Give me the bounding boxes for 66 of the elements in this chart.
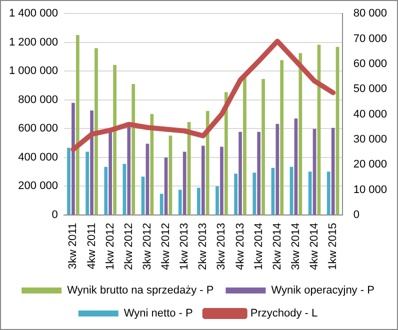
bar (182, 152, 186, 215)
y-tick-label: 200 000 (18, 180, 58, 192)
x-tick-label: 4kw 2011 (86, 222, 98, 270)
x-tick-label: 1kw 2012 (104, 222, 116, 270)
bar (326, 172, 330, 215)
bar (127, 126, 131, 215)
x-tick-label: 2kw 2014 (271, 222, 284, 270)
bar (280, 60, 284, 215)
x-tick-label: 3kw 2014 (290, 222, 302, 270)
bar (216, 186, 219, 215)
x-tick-label: 4kw 2013 (234, 222, 246, 270)
x-tick-label: 1kw 2014 (252, 222, 265, 270)
x-tick-label: 3kw 2011 (67, 222, 80, 270)
y2-tick-label: 40 000 (353, 108, 388, 120)
bar (178, 190, 182, 215)
x-tick-label: 2kw 2013 (197, 222, 210, 270)
bar (276, 124, 280, 215)
bar (257, 132, 260, 215)
bar (113, 64, 116, 215)
bar (238, 132, 242, 215)
bar (243, 76, 246, 215)
y-tick-label: 1 200 000 (9, 36, 58, 48)
y2-tick-label: 30 000 (353, 133, 388, 146)
y2-tick-label: 50 000 (353, 83, 388, 96)
legend-label: Wyni netto - P (124, 308, 193, 320)
bar (224, 92, 228, 215)
y-tick-label: 800 000 (18, 94, 58, 106)
legend-label: Wynik operacyjny - P (271, 284, 374, 297)
bar (67, 148, 70, 215)
bar (90, 110, 94, 215)
bar (168, 136, 172, 215)
bar (132, 84, 136, 215)
y-tick-label: 400 000 (18, 151, 58, 164)
legend-label: Przychody - L (250, 308, 318, 320)
legend-label: Wynik brutto na sprzedaży - P (67, 284, 214, 297)
bar (220, 146, 224, 215)
x-tick-label: 3kw 2012 (141, 222, 154, 270)
bar (104, 166, 108, 215)
bar (150, 114, 154, 215)
bar (201, 146, 205, 215)
x-tick-label: 4kw 2012 (160, 222, 172, 270)
x-tick-label: 1kw 2015 (327, 222, 340, 270)
bar (298, 53, 302, 215)
x-tick-label: 2kw 2012 (122, 222, 135, 270)
y2-tick-label: 20 000 (353, 158, 388, 171)
bar (94, 48, 98, 215)
x-tick-label: 4kw 2014 (308, 222, 321, 270)
y-tick-label: 600 000 (18, 122, 58, 135)
y-tick-label: 0 (52, 208, 58, 221)
y2-tick-label: 60 000 (353, 58, 388, 70)
y2-tick-label: 10 000 (353, 184, 388, 196)
bar (76, 34, 80, 215)
bar (197, 188, 200, 215)
bar (72, 102, 75, 215)
bar (262, 79, 265, 215)
y-tick-label: 1 000 000 (9, 65, 58, 78)
bar (234, 174, 238, 215)
y2-tick-label: 80 000 (353, 8, 388, 20)
bar (252, 172, 256, 215)
x-tick-label: 3kw 2013 (216, 222, 228, 270)
x-tick-label: 1kw 2013 (178, 222, 191, 270)
y2-tick-label: 0 (353, 208, 360, 221)
bar (86, 152, 89, 215)
y2-tick-label: 70 000 (353, 32, 388, 45)
bar (206, 110, 210, 215)
y-tick-label: 1 400 000 (9, 8, 58, 20)
